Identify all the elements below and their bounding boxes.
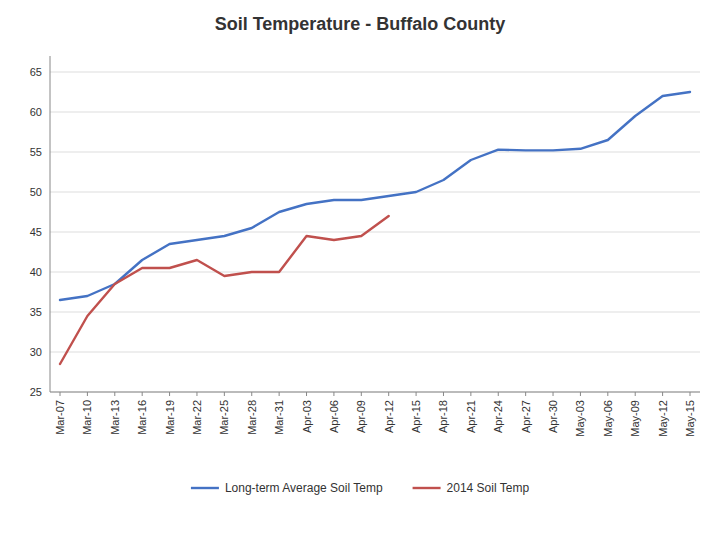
y-tick-label: 25 [30,386,42,398]
x-tick [251,392,252,396]
x-tick [553,392,554,396]
y-tick-label: 45 [30,226,42,238]
x-tick-label: Mar-22 [191,400,203,435]
x-tick-label: Mar-25 [218,400,230,435]
x-tick [224,392,225,396]
x-tick-label: May-09 [629,400,641,437]
x-tick-label: Mar-07 [54,400,66,435]
x-tick [662,392,663,396]
grid-line [50,112,700,113]
x-tick-label: Apr-06 [328,400,340,433]
chart-svg: Soil Temperature - Buffalo County 25 30 35 4… [0,0,720,534]
grid-line [50,312,700,313]
x-tick [333,392,334,396]
y-tick-label: 40 [30,266,42,278]
x-tick-label: Mar-31 [273,400,285,435]
x-tick-label: Mar-19 [164,400,176,435]
x-tick [635,392,636,396]
x-tick [361,392,362,396]
x-tick-label: Apr-09 [355,400,367,433]
legend-label: Long-term Average Soil Temp [225,481,383,495]
x-tick-label: May-03 [574,400,586,437]
grid-line [50,192,700,193]
grid-line [50,152,700,153]
grid-line [50,72,700,73]
x-tick-label: Apr-21 [465,400,477,433]
legend-item: Long-term Average Soil Temp [191,481,383,495]
x-tick [142,392,143,396]
x-tick [87,392,88,396]
x-tick [279,392,280,396]
series-group [60,92,690,364]
x-tick-label: Apr-30 [547,400,559,433]
x-tick [690,392,691,396]
legend-swatch [191,487,219,489]
y-tick-label: 60 [30,106,42,118]
x-tick [498,392,499,396]
x-tick [443,392,444,396]
legend-item: 2014 Soil Temp [413,481,530,495]
grid-line [50,352,700,353]
x-tick-label: Apr-03 [301,400,313,433]
x-tick-label: May-15 [684,400,696,437]
y-axis-line [50,56,51,392]
x-tick [388,392,389,396]
legend-label: 2014 Soil Temp [447,481,530,495]
title: Soil Temperature - Buffalo County [215,14,506,34]
x-tick-label: Mar-16 [136,400,148,435]
x-tick [306,392,307,396]
legend: Long-term Average Soil Temp 2014 Soil Tem… [191,481,529,495]
y-tick-label: 50 [30,186,42,198]
x-tick-label: Apr-27 [520,400,532,433]
grid-line [50,232,700,233]
x-tick [169,392,170,396]
x-tick-label: Apr-18 [437,400,449,433]
x-tick [470,392,471,396]
y-tick-label: 65 [30,66,42,78]
x-tick [114,392,115,396]
x-tick [607,392,608,396]
x-tick-label: May-06 [602,400,614,437]
x-tick-label: Apr-15 [410,400,422,433]
x-axis-line [50,392,700,393]
series-line [60,216,389,364]
x-tick-label: Apr-24 [492,400,504,433]
x-tick-label: Apr-12 [383,400,395,433]
x-tick [60,392,61,396]
x-tick [196,392,197,396]
y-tick-label: 55 [30,146,42,158]
x-tick-label: Mar-28 [246,400,258,435]
x-tick-label: Mar-10 [81,400,93,435]
grid-line [50,392,700,393]
y-tick-label: 30 [30,346,42,358]
x-tick-label: May-12 [657,400,669,437]
grid-line [50,272,700,273]
legend-swatch [413,487,441,489]
grid [50,72,700,392]
y-tick-label: 35 [30,306,42,318]
x-tick-label: Mar-13 [109,400,121,435]
x-tick [580,392,581,396]
x-tick [416,392,417,396]
x-tick [525,392,526,396]
chart-container: Soil Temperature - Buffalo County 25 30 35 4… [0,0,720,534]
